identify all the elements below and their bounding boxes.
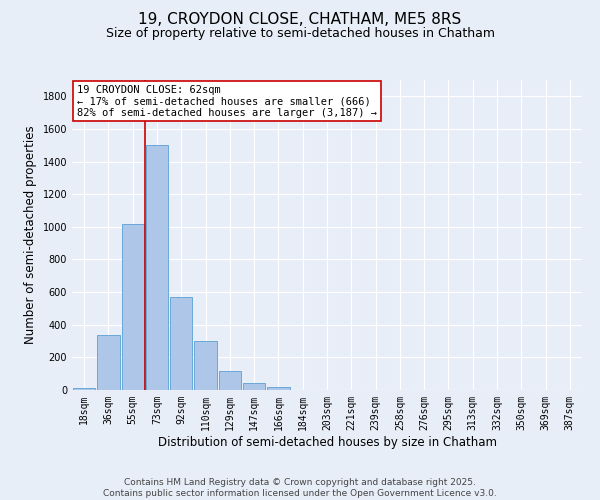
Text: Size of property relative to semi-detached houses in Chatham: Size of property relative to semi-detach… — [106, 28, 494, 40]
Bar — [146, 146, 168, 390]
X-axis label: Distribution of semi-detached houses by size in Chatham: Distribution of semi-detached houses by … — [157, 436, 497, 448]
Y-axis label: Number of semi-detached properties: Number of semi-detached properties — [24, 126, 37, 344]
Bar — [243, 382, 265, 390]
Bar — [122, 224, 144, 390]
Bar — [170, 297, 193, 390]
Bar — [267, 386, 290, 390]
Bar — [97, 334, 119, 390]
Text: 19, CROYDON CLOSE, CHATHAM, ME5 8RS: 19, CROYDON CLOSE, CHATHAM, ME5 8RS — [139, 12, 461, 28]
Text: 19 CROYDON CLOSE: 62sqm
← 17% of semi-detached houses are smaller (666)
82% of s: 19 CROYDON CLOSE: 62sqm ← 17% of semi-de… — [77, 84, 377, 118]
Text: Contains HM Land Registry data © Crown copyright and database right 2025.
Contai: Contains HM Land Registry data © Crown c… — [103, 478, 497, 498]
Bar — [73, 388, 95, 390]
Bar — [218, 371, 241, 390]
Bar — [194, 341, 217, 390]
